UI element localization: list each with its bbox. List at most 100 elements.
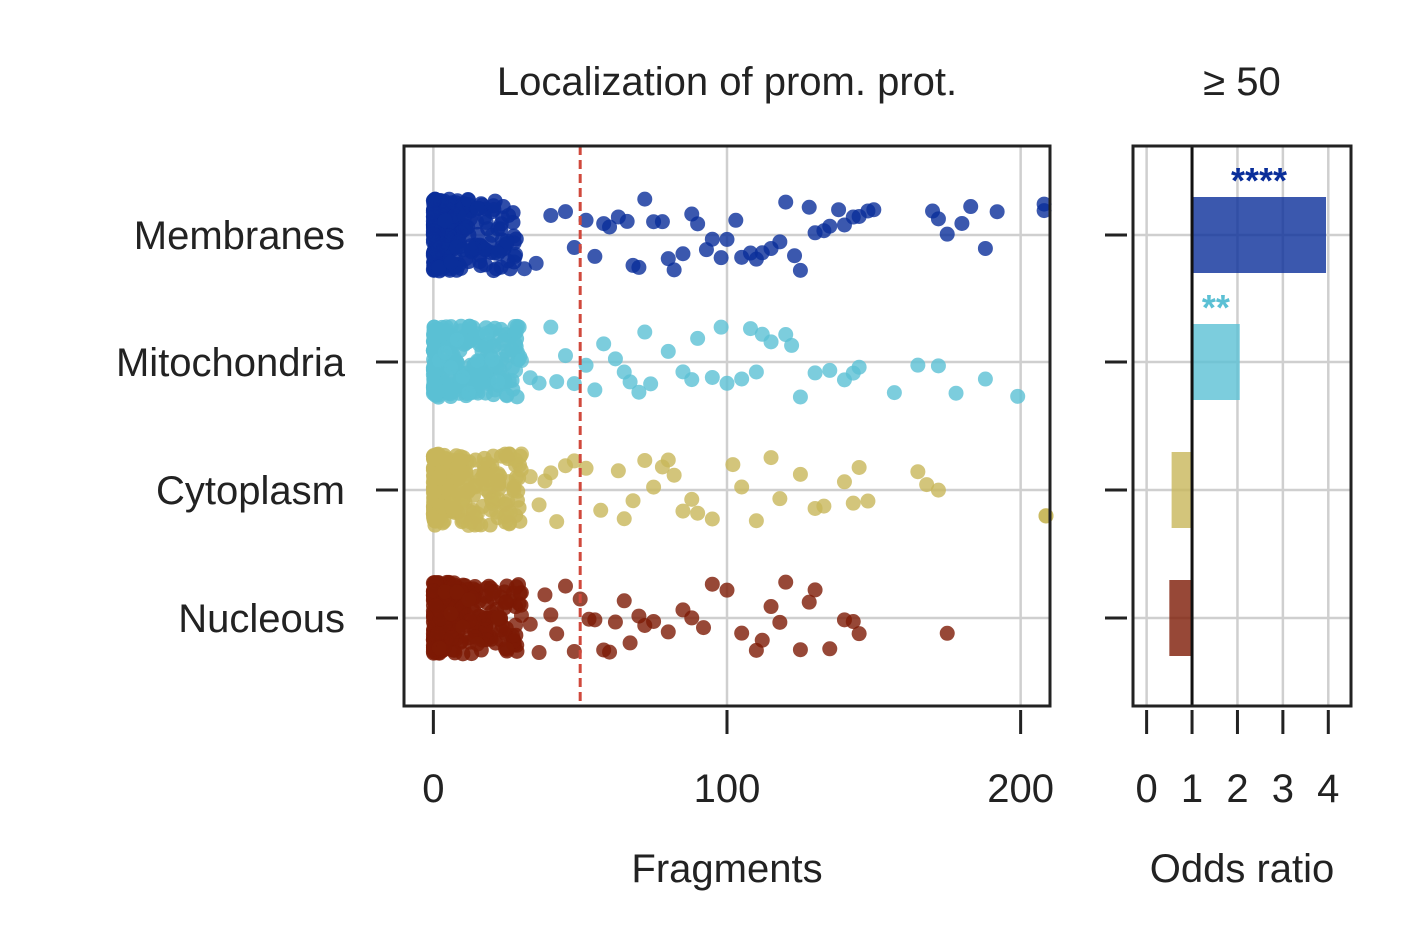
data-point [939, 625, 955, 641]
strip-plot-frame [402, 144, 1052, 708]
odds-ratio-bar-nucleous [1169, 580, 1193, 656]
data-point [461, 517, 477, 533]
data-point [784, 337, 800, 353]
data-point [549, 514, 565, 530]
data-point [622, 635, 638, 651]
data-point [748, 513, 764, 529]
data-point [792, 389, 808, 405]
data-point [428, 385, 444, 401]
data-point [516, 261, 532, 277]
odds-ratio-bar-mitochondria [1192, 324, 1240, 400]
odds-ratio-axis-label: Odds ratio [1150, 847, 1335, 891]
data-point [675, 503, 691, 519]
data-point [578, 212, 594, 228]
data-point [566, 240, 582, 256]
data-point [772, 491, 788, 507]
data-point [822, 362, 838, 378]
data-point [449, 460, 465, 476]
data-point [437, 450, 453, 466]
data-point [836, 474, 852, 490]
data-point [437, 584, 453, 600]
data-point [490, 491, 506, 507]
data-point [602, 219, 618, 235]
x-tick-label: 0 [422, 767, 444, 811]
data-point [543, 465, 559, 481]
data-point [690, 505, 706, 521]
data-point [543, 207, 559, 223]
data-point [704, 231, 720, 247]
data-point [654, 214, 670, 230]
data-point [684, 372, 700, 388]
fragments-axis-label: Fragments [631, 847, 822, 891]
data-point [431, 259, 447, 275]
data-point [531, 645, 547, 661]
odds-ratio-bars [1169, 197, 1327, 656]
data-point [437, 345, 453, 361]
data-point [558, 578, 573, 594]
strip-plot-title: Localization of prom. prot. [497, 60, 957, 104]
data-point [792, 262, 808, 278]
data-point [443, 255, 459, 271]
data-point [469, 353, 485, 369]
data-point [704, 369, 720, 385]
x-tick-label: 100 [694, 767, 761, 811]
data-point [690, 216, 706, 232]
data-point [596, 336, 612, 352]
data-point [486, 198, 502, 214]
data-point [690, 330, 706, 346]
data-point [886, 385, 902, 401]
data-point [461, 385, 477, 401]
data-point [490, 246, 506, 262]
data-point [426, 331, 442, 347]
data-point [543, 319, 559, 335]
data-point [622, 374, 638, 390]
data-point [478, 325, 494, 341]
data-point [455, 491, 471, 507]
data-point [607, 351, 623, 367]
x-tick-label: 200 [987, 767, 1054, 811]
data-point [458, 220, 474, 236]
data-point [910, 464, 926, 480]
data-point [437, 213, 453, 229]
data-point [637, 191, 653, 207]
data-point [787, 248, 803, 264]
data-point [566, 643, 582, 659]
data-point [549, 374, 565, 390]
data-point [851, 359, 867, 375]
data-point [660, 251, 676, 267]
data-point [443, 496, 459, 512]
data-point [675, 246, 691, 262]
data-point [522, 616, 538, 632]
data-point [426, 484, 442, 500]
data-point [822, 218, 838, 234]
data-point [602, 644, 618, 660]
data-point [449, 332, 465, 348]
strip-plot-points [425, 191, 1054, 662]
data-point [734, 371, 750, 387]
data-point [948, 385, 964, 401]
data-point [425, 583, 441, 599]
data-point [646, 479, 662, 495]
data-point [816, 498, 832, 514]
data-point [666, 467, 682, 483]
data-point [643, 376, 659, 392]
data-point [851, 626, 867, 642]
data-point [488, 635, 504, 651]
x-tick-label: 4 [1317, 767, 1339, 811]
data-point [455, 242, 471, 258]
data-point [430, 626, 446, 642]
data-point [845, 614, 861, 630]
data-point [490, 374, 506, 390]
data-point [778, 574, 794, 590]
data-point [684, 610, 700, 626]
data-point [587, 612, 603, 628]
data-point [696, 620, 712, 636]
data-point [504, 342, 520, 358]
data-point [490, 610, 506, 626]
data-point [713, 250, 729, 266]
data-point [531, 497, 547, 513]
category-axis: Membranes Mitochondria Cytoplasm Nucleous [116, 214, 398, 641]
data-point [558, 348, 573, 364]
data-point [619, 213, 635, 229]
data-point [778, 194, 794, 210]
